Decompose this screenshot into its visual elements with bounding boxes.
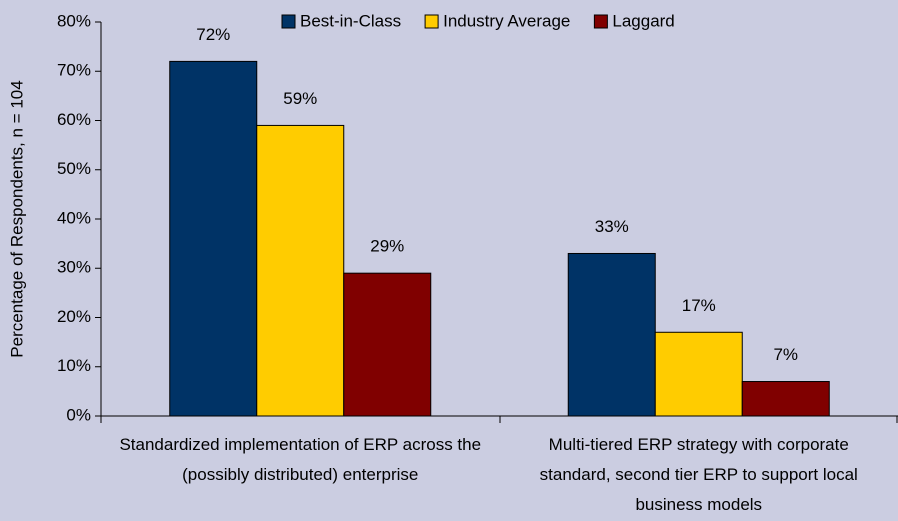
- y-tick-label: 30%: [57, 258, 91, 277]
- bar: [567, 252, 656, 417]
- data-label: 17%: [682, 296, 716, 315]
- y-tick-label: 20%: [57, 307, 91, 326]
- y-tick-label: 70%: [57, 61, 91, 80]
- data-label: 33%: [595, 217, 629, 236]
- data-label: 72%: [196, 25, 230, 44]
- x-tick-label: Multi-tiered ERP strategy with corporate…: [539, 435, 858, 514]
- data-label: 7%: [773, 345, 798, 364]
- y-tick-label: 10%: [57, 356, 91, 375]
- legend-swatch: [593, 14, 608, 29]
- bar: [343, 272, 432, 417]
- data-label: 29%: [370, 237, 404, 256]
- bar: [654, 331, 743, 417]
- y-tick-label: 80%: [57, 11, 91, 30]
- legend-label: Laggard: [612, 11, 674, 30]
- y-tick-label: 50%: [57, 159, 91, 178]
- bar: [741, 381, 830, 417]
- bar: [256, 124, 345, 417]
- y-tick-label: 0%: [66, 405, 91, 424]
- legend-swatch: [281, 14, 296, 29]
- legend-swatch: [424, 14, 439, 29]
- y-tick-label: 60%: [57, 110, 91, 129]
- data-label: 59%: [283, 89, 317, 108]
- y-tick-label: 40%: [57, 208, 91, 227]
- y-axis-label: Percentage of Respondents, n = 104: [7, 80, 26, 357]
- legend-label: Best-in-Class: [300, 11, 401, 30]
- x-tick-label: Standardized implementation of ERP acros…: [119, 435, 482, 484]
- bar: [169, 60, 258, 417]
- legend-label: Industry Average: [443, 11, 570, 30]
